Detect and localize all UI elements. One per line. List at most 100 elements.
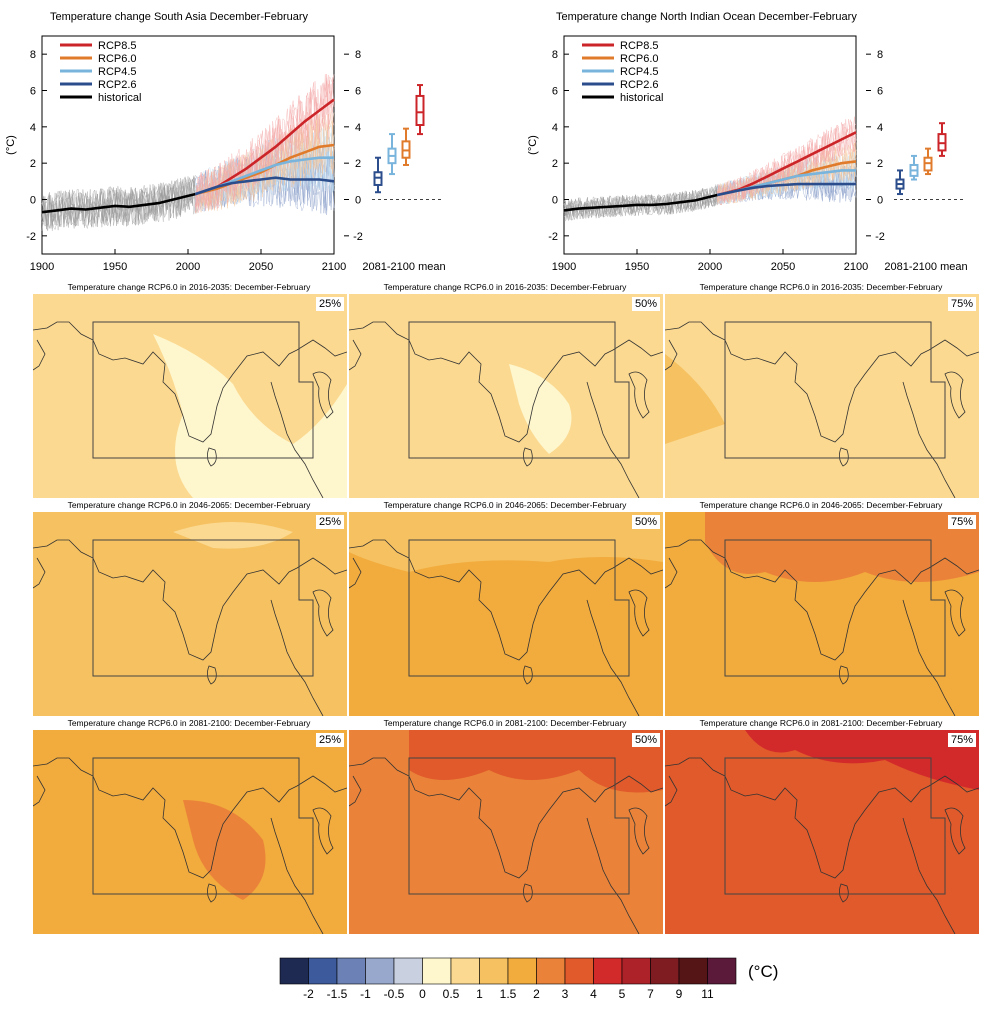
colorbar-swatch: [593, 957, 623, 985]
historical-ensemble-member: [41, 175, 196, 230]
colorbar-tick-label: -1: [360, 987, 371, 1001]
coastline: [586, 817, 640, 934]
coastline: [665, 757, 979, 879]
region-box: [92, 321, 314, 459]
percentile-label: 25%: [315, 733, 344, 747]
coastline: [665, 539, 979, 661]
map-canvas: [665, 730, 979, 934]
x-tick-label: 2100: [844, 261, 868, 273]
percentile-label: 75%: [947, 297, 976, 311]
ensemble-member-rcp60: [195, 112, 335, 212]
map-title: Temperature change RCP6.0 in 2081-2100: …: [383, 718, 627, 728]
x-tick-label: 2000: [698, 261, 722, 273]
colorbar-tick-label: 1.5: [500, 987, 517, 1001]
series-line-rcp85: [716, 131, 857, 197]
map-title: Temperature change RCP6.0 in 2016-2035: …: [383, 282, 627, 292]
coastline: [312, 807, 334, 855]
coastline: [270, 381, 324, 498]
plot-frame: [563, 35, 857, 255]
map-panel: 50%: [348, 293, 664, 499]
colorbar-tick-label: 9: [676, 987, 683, 1001]
map-title: Temperature change RCP6.0 in 2081-2100: …: [699, 718, 943, 728]
boxplot-axis-label: 2081-2100 mean: [362, 261, 445, 273]
map-anomaly-region: [153, 334, 347, 498]
coastline: [665, 775, 678, 807]
right-y-tick-label: 6: [355, 86, 361, 98]
legend-label: RCP8.5: [98, 40, 137, 52]
y-axis-label: (°C): [5, 135, 17, 155]
series-line-rcp26: [194, 176, 335, 196]
coastline: [944, 371, 966, 419]
coastline: [312, 371, 334, 419]
legend-label: RCP8.5: [620, 40, 659, 52]
region-box: [724, 757, 946, 895]
y-tick-label: 8: [552, 49, 558, 61]
colorbar-tick-label: -1.5: [327, 987, 348, 1001]
coastline: [33, 775, 46, 807]
map-anomaly-region: [665, 354, 725, 444]
coastline: [586, 599, 640, 716]
colorbar-swatch: [279, 957, 309, 985]
y-tick-label: 4: [552, 122, 558, 134]
colorbar-tick-label: 11: [701, 987, 714, 1001]
x-tick-label: 2050: [249, 261, 273, 273]
map-canvas: [33, 730, 347, 934]
coastline: [33, 539, 347, 661]
percentile-label: 75%: [947, 733, 976, 747]
x-tick-label: 2100: [322, 261, 346, 273]
map-anomaly-region: [745, 730, 979, 790]
colorbar-tick-label: 7: [647, 987, 654, 1001]
y-tick-label: -2: [548, 231, 558, 243]
coastline: [944, 589, 966, 637]
colorbar-swatch: [393, 957, 423, 985]
coastline: [839, 447, 849, 467]
map-anomaly-region: [705, 512, 979, 582]
x-tick-label: 1950: [103, 261, 127, 273]
coastline: [270, 817, 324, 934]
colorbar-swatch: [365, 957, 395, 985]
x-tick-label: 1950: [625, 261, 649, 273]
map-title: Temperature change RCP6.0 in 2081-2100: …: [67, 718, 311, 728]
map-panel: 25%: [32, 511, 348, 717]
ensemble-member-rcp85: [195, 80, 335, 209]
coastline: [628, 807, 650, 855]
x-tick-label: 1900: [30, 261, 54, 273]
colorbar-swatch: [621, 957, 651, 985]
right-y-tick-label: 0: [355, 195, 361, 207]
map-panel: 75%: [664, 511, 980, 717]
region-box: [92, 539, 314, 677]
x-tick-label: 2000: [176, 261, 200, 273]
map-canvas: [665, 512, 979, 716]
map-base-fill: [33, 730, 347, 934]
legend-label: historical: [98, 92, 141, 104]
historical-ensemble-member: [41, 180, 196, 229]
coastline: [665, 339, 678, 371]
percentile-label: 50%: [631, 515, 660, 529]
right-y-tick-label: 4: [355, 122, 361, 134]
ensemble-member-rcp85: [717, 121, 857, 203]
legend-label: RCP6.0: [98, 53, 137, 65]
map-anomaly-region: [349, 512, 663, 572]
colorbar-swatch: [450, 957, 480, 985]
ensemble-member-rcp60: [717, 142, 857, 204]
legend-label: RCP6.0: [620, 53, 659, 65]
map-canvas: [33, 294, 347, 498]
region-box: [92, 757, 314, 895]
chart-title-north-indian-ocean: Temperature change North Indian Ocean De…: [556, 11, 857, 23]
coastline: [628, 371, 650, 419]
coastline: [902, 817, 956, 934]
coastline: [523, 665, 533, 685]
map-base-fill: [665, 294, 979, 498]
coastline: [349, 539, 663, 661]
percentile-label: 25%: [315, 515, 344, 529]
coastline: [665, 557, 678, 589]
colorbar-tick-label: 5: [619, 987, 626, 1001]
colorbar-swatch: [707, 957, 737, 985]
colorbar-swatch: [308, 957, 338, 985]
map-anomaly-region: [173, 522, 293, 549]
colorbar-swatch: [536, 957, 566, 985]
series-line-rcp26: [717, 182, 856, 197]
chart-title-south-asia: Temperature change South Asia December-F…: [50, 11, 309, 23]
right-y-tick-label: 8: [355, 49, 361, 61]
